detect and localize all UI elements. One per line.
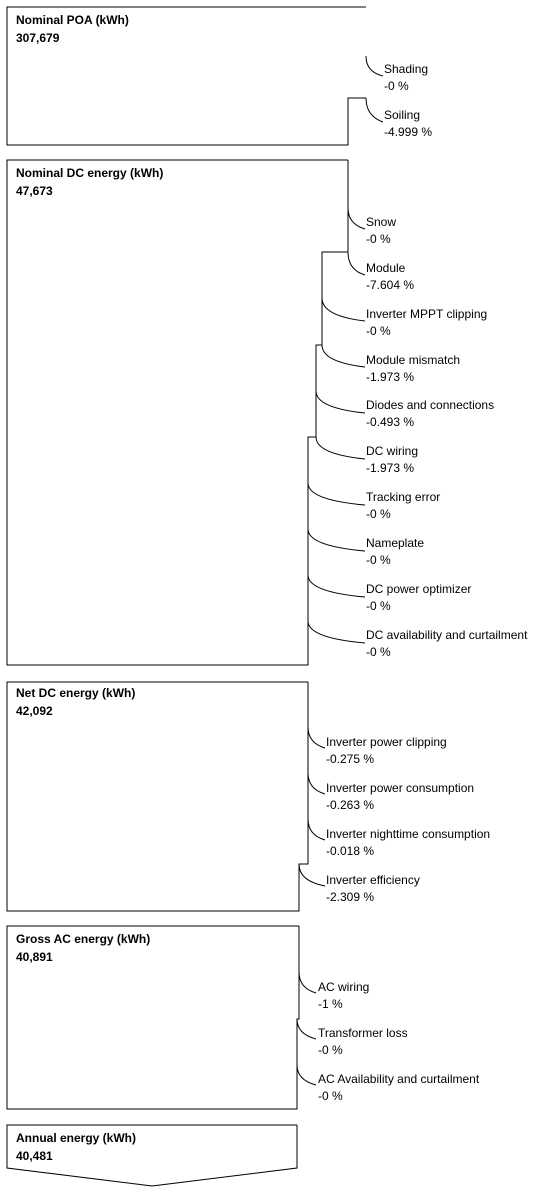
loss-label: AC Availability and curtailment <box>318 1072 480 1086</box>
loss-percent: -1 % <box>318 997 343 1011</box>
loss-label: Soiling <box>384 108 420 122</box>
loss-curve <box>307 528 366 552</box>
loss-label: Transformer loss <box>318 1026 408 1040</box>
loss-label: Inverter efficiency <box>326 873 420 887</box>
loss-percent: -0 % <box>366 599 391 613</box>
stage-nominal-poa: Nominal POA (kWh) 307,679 Shading -0 % S… <box>6 6 432 146</box>
loss-curve <box>365 97 384 123</box>
stage-box <box>6 159 349 666</box>
loss-curve <box>307 818 326 841</box>
stage-annual-energy: Annual energy (kWh) 40,481 <box>6 1124 298 1187</box>
loss-curve <box>296 1018 317 1040</box>
loss-label: Inverter MPPT clipping <box>366 307 487 321</box>
loss-curve <box>321 297 366 322</box>
stage-title: Gross AC energy (kWh) <box>16 932 150 946</box>
stage-gross-ac-energy: Gross AC energy (kWh) 40,891 AC wiring -… <box>6 925 480 1110</box>
stage-title: Nominal DC energy (kWh) <box>16 166 163 180</box>
stage-value: 307,679 <box>16 31 60 45</box>
loss-label: DC availability and curtailment <box>366 628 528 642</box>
loss-label: Inverter nighttime consumption <box>326 827 490 841</box>
stage-value: 40,891 <box>16 950 53 964</box>
loss-label: Inverter power clipping <box>326 735 447 749</box>
loss-percent: -2.309 % <box>326 890 374 904</box>
loss-label: Module mismatch <box>366 353 460 367</box>
loss-label: Diodes and connections <box>366 398 494 412</box>
stage-title: Nominal POA (kWh) <box>16 13 129 27</box>
loss-percent: -0 % <box>318 1043 343 1057</box>
loss-curve <box>307 726 326 749</box>
loss-curve <box>315 436 366 460</box>
stage-arrow-box <box>6 1124 298 1187</box>
stage-value: 42,092 <box>16 704 53 718</box>
stage-title: Annual energy (kWh) <box>16 1131 136 1145</box>
loss-percent: -0 % <box>366 324 391 338</box>
loss-curve <box>347 207 366 230</box>
loss-curve <box>307 772 326 795</box>
loss-percent: -0 % <box>384 79 409 93</box>
loss-curve <box>307 574 366 598</box>
loss-label: Nameplate <box>366 536 424 550</box>
loss-percent: -1.973 % <box>366 370 414 384</box>
loss-curve <box>365 55 384 77</box>
stage-value: 40,481 <box>16 1149 53 1163</box>
loss-label: Snow <box>366 215 396 229</box>
loss-percent: -4.999 % <box>384 125 432 139</box>
stage-value: 47,673 <box>16 184 53 198</box>
loss-percent: -0 % <box>366 553 391 567</box>
loss-percent: -0 % <box>318 1089 343 1103</box>
loss-curve <box>315 390 366 414</box>
loss-curve <box>307 482 366 506</box>
loss-label: Module <box>366 261 406 275</box>
loss-curve <box>296 1064 317 1086</box>
loss-label: Shading <box>384 62 428 76</box>
loss-percent: -0 % <box>366 645 391 659</box>
stage-box <box>6 6 366 146</box>
loss-label: DC power optimizer <box>366 582 471 596</box>
loss-percent: -0.263 % <box>326 798 374 812</box>
loss-curve <box>307 620 366 644</box>
stage-box <box>6 925 300 1110</box>
loss-curve <box>347 251 366 276</box>
loss-percent: -0 % <box>366 507 391 521</box>
loss-label: Tracking error <box>366 490 440 504</box>
loss-label: DC wiring <box>366 444 418 458</box>
stage-box <box>6 681 309 912</box>
loss-label: Inverter power consumption <box>326 781 474 795</box>
stage-nominal-dc-energy: Nominal DC energy (kWh) 47,673 Snow -0 %… <box>6 159 528 666</box>
loss-percent: -0 % <box>366 232 391 246</box>
loss-percent: -7.604 % <box>366 278 414 292</box>
loss-curve <box>298 971 317 994</box>
loss-percent: -0.493 % <box>366 415 414 429</box>
loss-curve <box>321 344 366 368</box>
stage-net-dc-energy: Net DC energy (kWh) 42,092 Inverter powe… <box>6 681 490 912</box>
loss-label: AC wiring <box>318 980 369 994</box>
loss-percent: -0.275 % <box>326 752 374 766</box>
loss-percent: -0.018 % <box>326 844 374 858</box>
loss-percent: -1.973 % <box>366 461 414 475</box>
loss-curve <box>298 863 326 887</box>
stage-title: Net DC energy (kWh) <box>16 686 135 700</box>
